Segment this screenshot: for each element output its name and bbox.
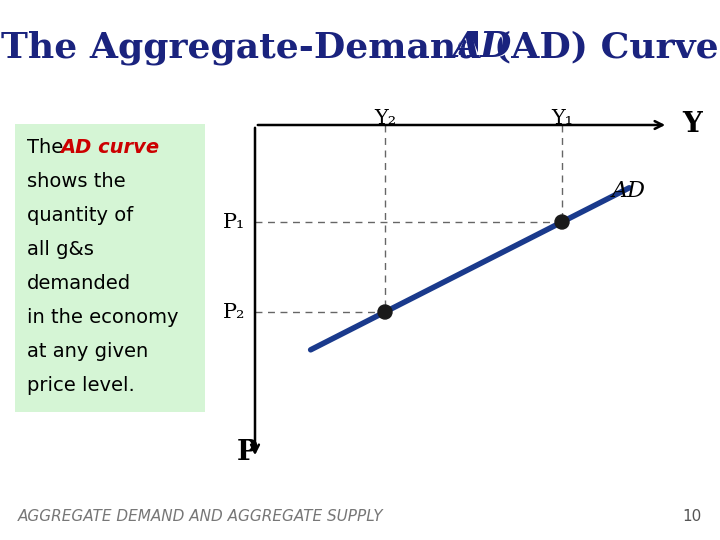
Text: AGGREGATE DEMAND AND AGGREGATE SUPPLY: AGGREGATE DEMAND AND AGGREGATE SUPPLY <box>18 509 384 524</box>
Text: in the economy: in the economy <box>27 308 179 327</box>
Text: AD: AD <box>611 180 645 202</box>
Text: at any given: at any given <box>27 342 148 361</box>
Text: Y₂: Y₂ <box>374 109 396 128</box>
Circle shape <box>555 215 569 229</box>
Text: The: The <box>27 138 70 157</box>
Text: all g&s: all g&s <box>27 240 94 259</box>
Text: quantity of: quantity of <box>27 206 133 225</box>
Text: 10: 10 <box>683 509 702 524</box>
Text: Y₁: Y₁ <box>551 109 573 128</box>
Text: P: P <box>237 439 258 466</box>
Text: P₂: P₂ <box>222 302 245 321</box>
Text: The Aggregate-Demand (AD) Curve: The Aggregate-Demand (AD) Curve <box>1 30 719 65</box>
Text: AD: AD <box>453 30 512 64</box>
FancyBboxPatch shape <box>15 124 205 412</box>
Text: AD curve: AD curve <box>60 138 160 157</box>
Text: Y: Y <box>682 111 702 138</box>
Text: demanded: demanded <box>27 274 131 293</box>
Text: P₁: P₁ <box>222 213 245 232</box>
Text: shows the: shows the <box>27 172 125 191</box>
Text: AD: AD <box>453 30 512 64</box>
Text: price level.: price level. <box>27 376 135 395</box>
Circle shape <box>378 305 392 319</box>
